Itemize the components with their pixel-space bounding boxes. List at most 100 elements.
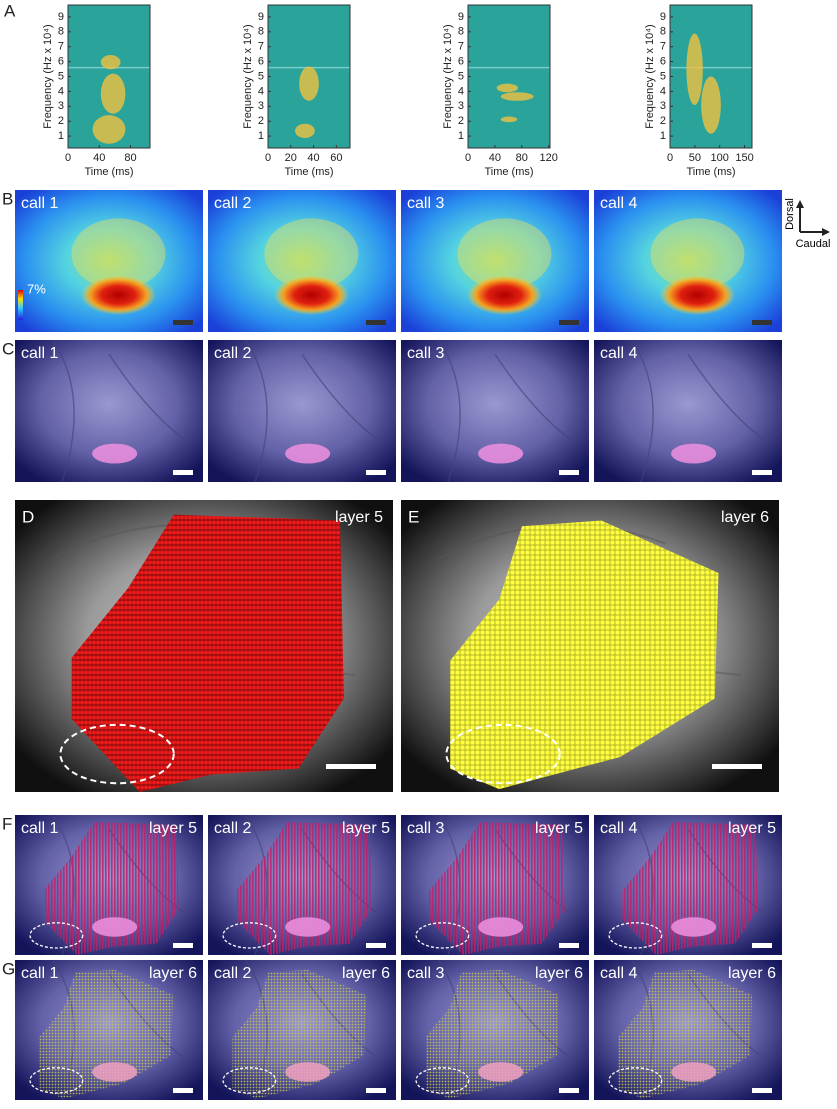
scale-bar [752, 943, 772, 948]
scale-bar [366, 320, 386, 325]
electrode-sites [71, 514, 344, 792]
y-tick-label: 6 [258, 56, 264, 68]
electrode-sites [425, 969, 559, 1099]
activation-blob [92, 443, 138, 464]
call-label: call 4 [600, 820, 637, 837]
x-axis-label: Time (ms) [84, 166, 133, 178]
electrode-sites [429, 822, 565, 955]
y-tick-label: 2 [458, 115, 464, 127]
panel-label: A [4, 1, 16, 20]
excluded-region [29, 1067, 84, 1094]
panel-label: C [2, 339, 14, 358]
x-tick-label: 60 [330, 152, 342, 164]
layer-label: layer 6 [149, 965, 197, 982]
layer-label: layer 5 [335, 509, 383, 526]
y-tick-label: 8 [660, 26, 666, 38]
vessels [51, 339, 185, 483]
x-tick-label: 80 [124, 152, 136, 164]
y-tick-label: 7 [660, 41, 666, 53]
x-tick-label: 0 [667, 152, 673, 164]
call-label: call 4 [600, 195, 637, 212]
electrode-sites [43, 822, 179, 955]
activation [650, 218, 745, 290]
call-energy [299, 66, 319, 101]
x-tick-label: 0 [465, 152, 471, 164]
call-energy [92, 115, 126, 144]
y-tick-label: 3 [58, 100, 64, 112]
activation-blob [285, 443, 331, 464]
y-tick-label: 6 [58, 56, 64, 68]
call-label: call 4 [600, 965, 637, 982]
vessels [244, 339, 378, 483]
y-tick-label: 4 [458, 85, 464, 97]
y-tick-label: 8 [58, 26, 64, 38]
call-label: call 2 [214, 965, 251, 982]
scale-bar [173, 320, 193, 325]
call-label: call 2 [214, 195, 251, 212]
y-axis-label: Frequency (Hz x 10⁴) [242, 24, 254, 128]
call-label: call 1 [21, 195, 58, 212]
y-tick-label: 6 [660, 56, 666, 68]
scale-bar [326, 764, 376, 769]
y-tick-label: 6 [458, 56, 464, 68]
call-label: call 4 [600, 345, 637, 362]
layer-label: layer 6 [728, 965, 776, 982]
electrode-sites [236, 822, 372, 955]
y-tick-label: 3 [660, 100, 666, 112]
y-tick-label: 5 [660, 70, 666, 82]
x-tick-label: 0 [265, 152, 271, 164]
y-tick-label: 9 [258, 11, 264, 23]
y-tick-label: 1 [660, 130, 666, 142]
x-tick-label: 50 [689, 152, 701, 164]
activation-blob [478, 443, 524, 464]
electrode-sites [232, 969, 366, 1099]
y-tick-label: 5 [58, 70, 64, 82]
y-tick-label: 3 [458, 100, 464, 112]
activation-peak [273, 275, 349, 315]
y-tick-label: 3 [258, 100, 264, 112]
excluded-region [29, 922, 84, 949]
excluded-region [59, 723, 175, 785]
x-tick-label: 120 [539, 152, 557, 164]
excluded-region [222, 1067, 277, 1094]
activation-blob [671, 917, 717, 937]
y-tick-label: 8 [458, 26, 464, 38]
vessels [437, 339, 571, 483]
electrode-sites [450, 520, 719, 790]
y-tick-label: 2 [258, 115, 264, 127]
activation [71, 218, 166, 290]
activation-peak [659, 275, 736, 315]
scale-bar [559, 1088, 579, 1093]
call-label: call 3 [407, 965, 444, 982]
scale-bar [559, 470, 579, 475]
y-axis-label: Frequency (Hz x 10⁴) [644, 24, 656, 128]
activation-blob [285, 1062, 331, 1082]
excluded-region [415, 922, 470, 949]
scale-bar [173, 470, 193, 475]
call-energy [701, 76, 721, 134]
excluded-region [445, 723, 561, 785]
y-tick-label: 1 [458, 130, 464, 142]
activation [457, 218, 552, 290]
call-label: call 1 [21, 345, 58, 362]
layer-label: layer 5 [535, 820, 583, 837]
x-tick-label: 40 [93, 152, 105, 164]
layer-label: layer 5 [342, 820, 390, 837]
panel-label: B [2, 189, 13, 208]
activation-blob [478, 917, 524, 937]
scale-bar [173, 943, 193, 948]
y-tick-label: 2 [660, 115, 666, 127]
x-axis-label: Time (ms) [284, 166, 333, 178]
call-energy [496, 83, 519, 93]
y-tick-label: 4 [660, 85, 666, 97]
call-label: call 1 [21, 820, 58, 837]
call-label: call 2 [214, 820, 251, 837]
call-energy [500, 92, 534, 101]
x-tick-label: 0 [65, 152, 71, 164]
panel-label: D [22, 507, 34, 526]
layer-label: layer 5 [728, 820, 776, 837]
orientation-arrows [796, 200, 830, 236]
scale-bar [752, 470, 772, 475]
x-axis-label: Time (ms) [484, 166, 533, 178]
